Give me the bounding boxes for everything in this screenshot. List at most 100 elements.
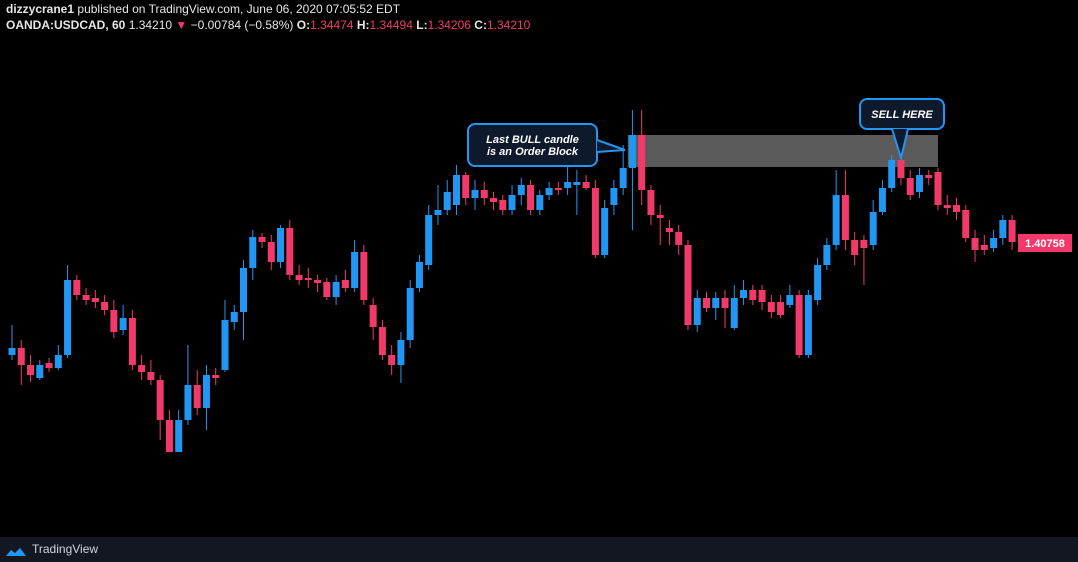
candle-body (193, 385, 201, 408)
candle-body (73, 280, 81, 295)
candle-body (499, 200, 507, 210)
candle-body (841, 195, 849, 240)
candle-body (860, 240, 868, 248)
candle-body (591, 188, 599, 255)
candle-body (314, 280, 322, 283)
candle-body (138, 365, 146, 372)
candle-body (165, 420, 173, 452)
candle-body (786, 295, 794, 305)
candle-body (267, 242, 275, 262)
candle-body (999, 220, 1007, 238)
candle-body (628, 135, 636, 168)
candle-body (582, 182, 590, 188)
price: 1.34210 (128, 18, 173, 32)
callout-pointer (891, 128, 909, 162)
candle-body (82, 295, 90, 300)
ohlc-value: 1.34206 (427, 18, 471, 32)
candle-body (527, 185, 535, 210)
candle-body (897, 160, 905, 178)
candle-body (1008, 220, 1016, 242)
candle-body (767, 302, 775, 312)
candle-body (156, 380, 164, 420)
candle-body (415, 262, 423, 288)
candle-body (545, 188, 553, 195)
candle-body (425, 215, 433, 265)
candle-body (712, 298, 720, 308)
candle-body (490, 198, 498, 202)
callout-pointer (596, 139, 626, 153)
candle-body (703, 298, 710, 308)
candle-body (675, 232, 683, 245)
callout-text: SELL HERE (871, 109, 933, 121)
candle-body (128, 318, 136, 365)
candle-body (906, 178, 914, 195)
candle-body (915, 175, 923, 192)
callout-text: Last BULL candle (486, 134, 579, 146)
candle-body (341, 280, 349, 288)
author: dizzycrane1 (6, 2, 75, 16)
candle-body (443, 192, 451, 210)
price-label-bg (1018, 234, 1072, 252)
candle-body (665, 228, 673, 232)
candle-body (369, 305, 377, 327)
candle-body (990, 238, 998, 248)
callout: SELL HERE (859, 98, 945, 162)
candle-body (378, 327, 386, 355)
ohlc-label: O: (296, 18, 311, 32)
candle-body (814, 265, 822, 300)
candle-body (934, 172, 942, 205)
candle-body (971, 238, 979, 250)
candle-body (249, 237, 257, 268)
candle-body (777, 302, 785, 315)
candle-body (230, 312, 238, 322)
candle-body (295, 275, 303, 280)
candle-body (397, 340, 405, 365)
ohlc-label: L: (416, 18, 428, 32)
candle-body (536, 195, 544, 210)
candle-body (17, 348, 25, 365)
candle-body (656, 215, 664, 218)
change: −0.00784 (−0.58%) (190, 18, 294, 32)
candle-body (573, 182, 581, 185)
candle-body (869, 212, 877, 245)
candle-body (221, 320, 229, 370)
footer-band (0, 537, 1078, 562)
candle-body (8, 348, 16, 355)
candle-body (323, 282, 331, 297)
candle-body (740, 290, 748, 298)
logo (6, 548, 26, 556)
candle-body (925, 175, 933, 178)
candle-body (962, 210, 970, 238)
header-line-2: OANDA:USDCAD, 60 1.34210 ▼ −0.00784 (−0.… (6, 17, 530, 33)
candle-body (851, 240, 859, 255)
candle-body (647, 190, 655, 215)
candle-body (749, 290, 757, 300)
candle-body (721, 298, 729, 308)
candle-body (110, 310, 118, 332)
candle-body (638, 135, 646, 190)
candle-body (508, 195, 516, 210)
candle-body (693, 298, 701, 325)
candle-body (619, 168, 627, 188)
candle-body (953, 205, 961, 212)
published: published on TradingView.com, June 06, 2… (77, 2, 401, 16)
candle-body (878, 188, 886, 212)
header-line-1: dizzycrane1 published on TradingView.com… (6, 1, 530, 17)
candle-body (351, 252, 359, 288)
zone (627, 135, 938, 167)
candle-body (258, 237, 266, 242)
candle-body (517, 185, 525, 195)
ohlc-value: 1.34474 (310, 18, 354, 32)
candle-body (286, 228, 294, 275)
candle-body (943, 205, 951, 208)
candle-body (332, 282, 340, 297)
candle-body (832, 195, 840, 245)
candle-body (795, 295, 803, 355)
ohlc-label: H: (356, 18, 370, 32)
price-label: 1.40758 (1025, 238, 1065, 250)
header-band (0, 0, 1078, 35)
candle-body (36, 365, 44, 378)
candle-body (434, 210, 442, 215)
